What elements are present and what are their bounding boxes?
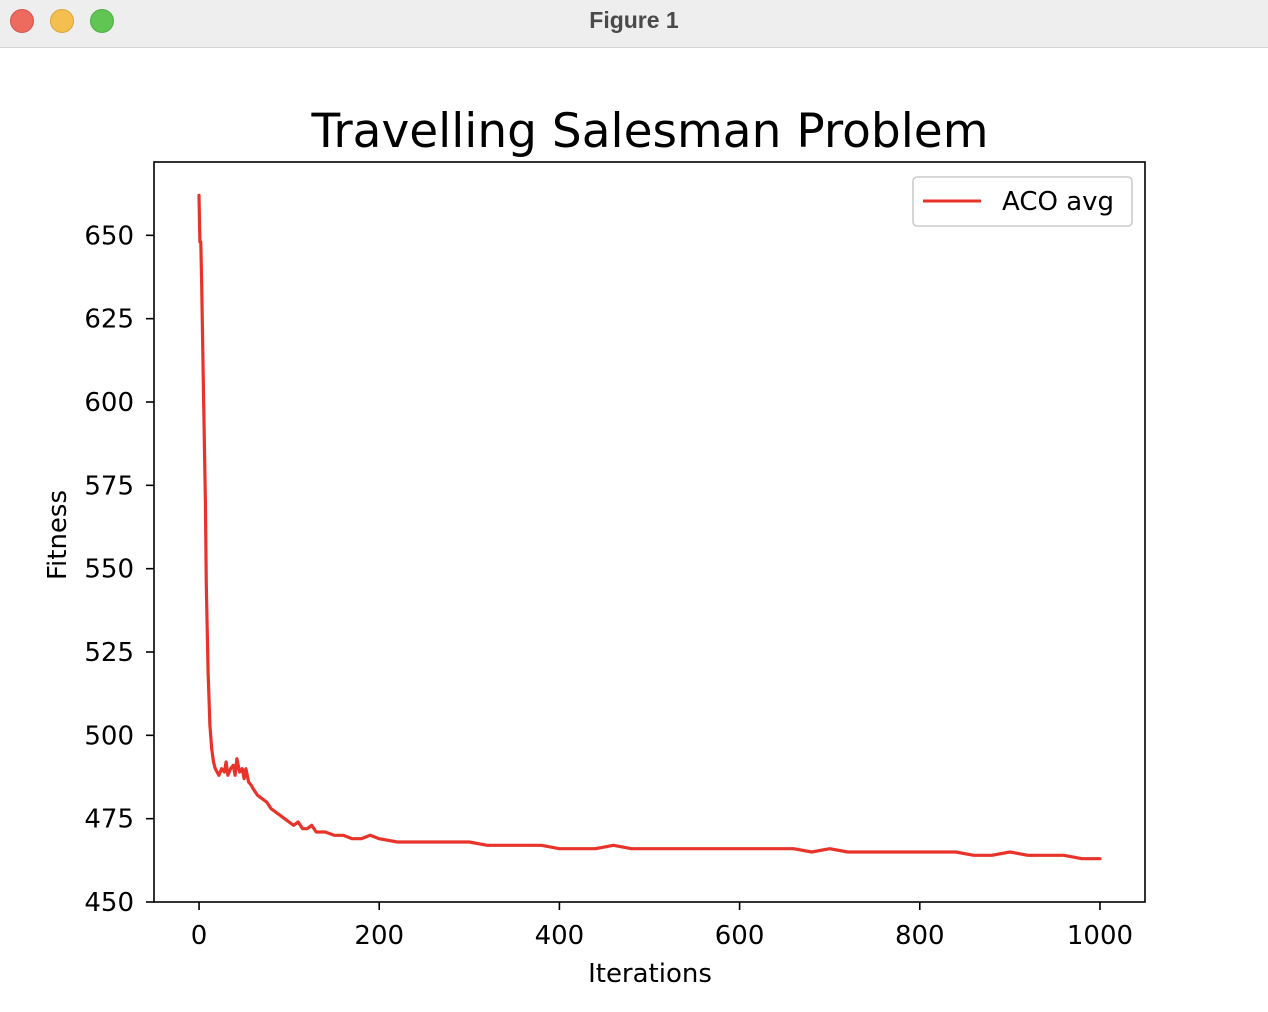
y-tick-label: 475 [84, 805, 134, 835]
line-chart: Travelling Salesman Problem 0 200 400 600 80… [43, 104, 1146, 989]
legend-box [912, 176, 1133, 227]
chart-title: Travelling Salesman Problem [311, 104, 989, 159]
close-window-button[interactable] [10, 9, 34, 33]
y-tick-label: 575 [84, 471, 134, 501]
series-line [197, 193, 1102, 861]
x-axis: 0 200 400 600 800 1000 [191, 902, 1133, 951]
y-tick-label: 600 [84, 388, 134, 418]
window-title: Figure 1 [589, 7, 679, 33]
x-tick-label: 400 [535, 921, 585, 951]
plot-frame [153, 161, 1146, 903]
legend-label: ACO avg [1002, 187, 1114, 217]
x-tick-label: 200 [354, 921, 404, 951]
x-axis-label: Iterations [588, 959, 712, 989]
y-tick-label: 450 [84, 888, 134, 918]
x-tick-label: 0 [191, 921, 208, 951]
legend: ACO avg [912, 176, 1133, 227]
y-tick-label: 550 [84, 555, 134, 585]
y-tick-label: 650 [84, 221, 134, 251]
y-axis-label: Fitness [43, 490, 73, 580]
x-tick-label: 800 [895, 921, 945, 951]
minimize-window-button[interactable] [50, 9, 74, 33]
window-titlebar: Figure 1 [0, 0, 1268, 48]
x-tick-label: 1000 [1067, 921, 1133, 951]
plot-area [154, 162, 1145, 902]
y-axis: 450 475 500 525 550 575 600 625 650 [84, 221, 154, 918]
figure-canvas: Travelling Salesman Problem 0 200 400 600 80… [0, 49, 1268, 1008]
data-layer [197, 193, 1102, 861]
zoom-window-button[interactable] [90, 9, 114, 33]
y-tick-label: 625 [84, 305, 134, 335]
x-tick-label: 600 [715, 921, 765, 951]
y-tick-label: 500 [84, 721, 134, 751]
y-tick-label: 525 [84, 638, 134, 668]
